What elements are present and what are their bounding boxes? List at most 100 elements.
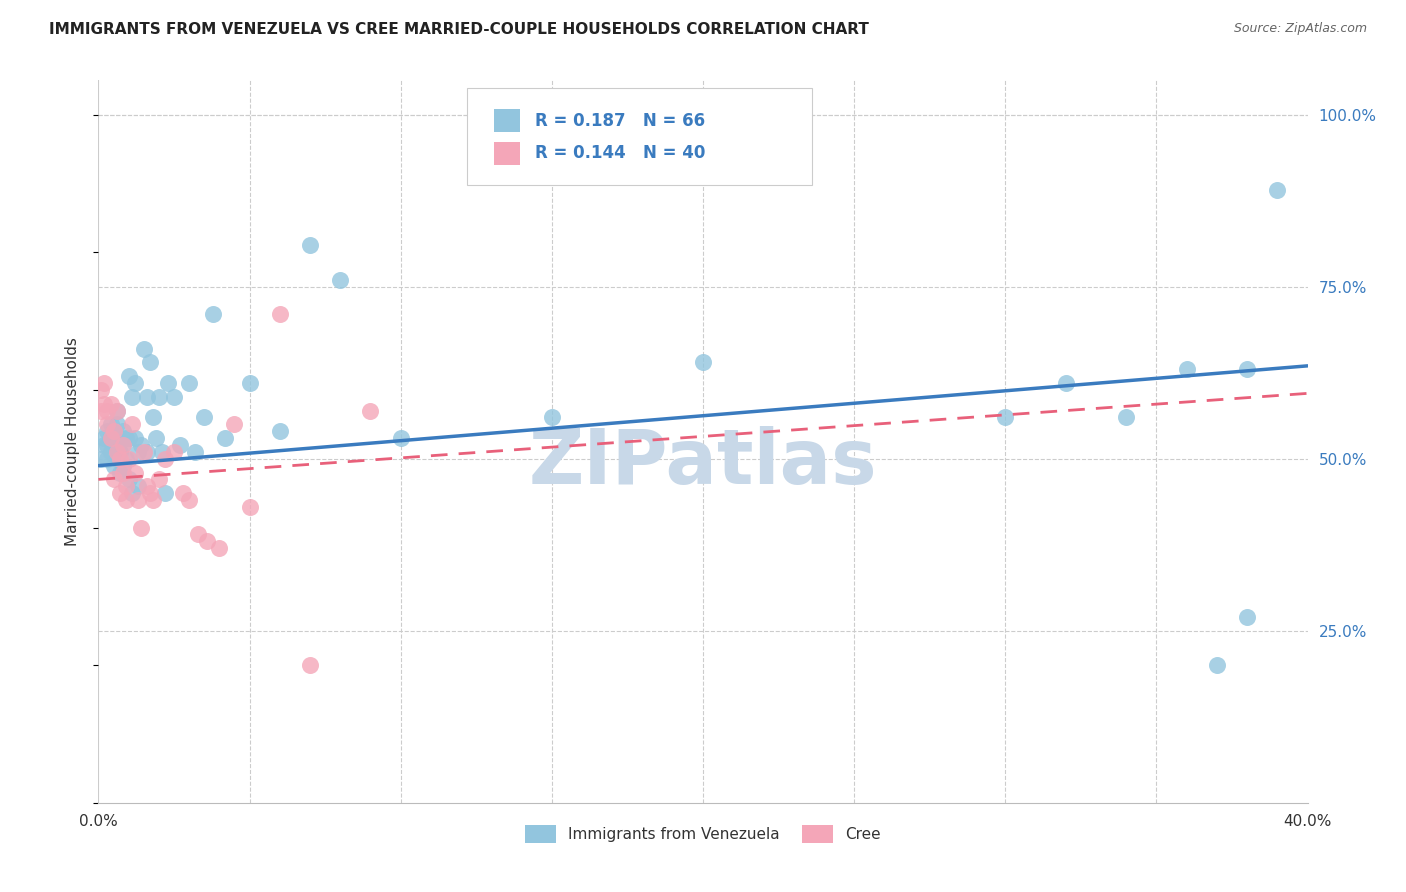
Point xyxy=(389,431,412,445)
Point xyxy=(148,390,170,404)
Point xyxy=(121,390,143,404)
Point xyxy=(163,390,186,404)
Point xyxy=(103,438,125,452)
Point xyxy=(103,472,125,486)
Bar xyxy=(494,109,520,132)
Point xyxy=(100,397,122,411)
Point xyxy=(108,486,131,500)
Point xyxy=(118,369,141,384)
Point xyxy=(100,445,122,459)
Point xyxy=(111,424,134,438)
Point xyxy=(142,410,165,425)
Point xyxy=(184,445,207,459)
Point xyxy=(93,376,115,390)
Point xyxy=(360,403,382,417)
Point xyxy=(108,445,131,459)
Point xyxy=(239,500,262,514)
Point xyxy=(100,431,122,445)
Point xyxy=(269,307,291,321)
Point xyxy=(108,466,131,480)
Point xyxy=(239,376,262,390)
Point xyxy=(142,493,165,508)
Point xyxy=(93,438,115,452)
Point xyxy=(114,493,136,508)
Point xyxy=(1236,610,1258,624)
Point xyxy=(121,417,143,432)
Point xyxy=(299,658,322,673)
Point xyxy=(1236,362,1258,376)
Point xyxy=(111,438,134,452)
Point xyxy=(105,445,128,459)
Point xyxy=(153,451,176,466)
Point xyxy=(103,424,125,438)
Point xyxy=(224,417,246,432)
Point xyxy=(111,438,134,452)
Point xyxy=(1206,658,1229,673)
Point xyxy=(187,527,209,541)
Legend: Immigrants from Venezuela, Cree: Immigrants from Venezuela, Cree xyxy=(519,819,887,849)
Point xyxy=(114,479,136,493)
Point xyxy=(692,355,714,369)
Text: R = 0.187   N = 66: R = 0.187 N = 66 xyxy=(534,112,704,129)
Point xyxy=(329,273,352,287)
Point xyxy=(96,417,118,432)
Point xyxy=(1054,376,1077,390)
Point xyxy=(193,410,215,425)
Point xyxy=(1175,362,1198,376)
Y-axis label: Married-couple Households: Married-couple Households xyxy=(65,337,80,546)
Point xyxy=(195,534,218,549)
Point xyxy=(135,390,157,404)
Point xyxy=(118,472,141,486)
Point xyxy=(90,383,112,397)
Point xyxy=(100,431,122,445)
Point xyxy=(124,466,146,480)
Text: R = 0.144   N = 40: R = 0.144 N = 40 xyxy=(534,145,706,162)
FancyBboxPatch shape xyxy=(467,87,811,185)
Point xyxy=(269,424,291,438)
Point xyxy=(208,541,231,556)
Point xyxy=(93,397,115,411)
Point xyxy=(135,445,157,459)
Point xyxy=(96,403,118,417)
Point xyxy=(105,438,128,452)
Point xyxy=(105,451,128,466)
Point xyxy=(127,493,149,508)
Point xyxy=(1115,410,1137,425)
Point xyxy=(114,451,136,466)
Point xyxy=(90,451,112,466)
Point xyxy=(127,445,149,459)
Point xyxy=(90,403,112,417)
Point xyxy=(150,445,173,459)
Point xyxy=(132,445,155,459)
Point xyxy=(299,238,322,252)
Point xyxy=(179,493,201,508)
Text: IMMIGRANTS FROM VENEZUELA VS CREE MARRIED-COUPLE HOUSEHOLDS CORRELATION CHART: IMMIGRANTS FROM VENEZUELA VS CREE MARRIE… xyxy=(49,22,869,37)
Point xyxy=(124,376,146,390)
Point xyxy=(96,451,118,466)
Point xyxy=(1267,183,1289,197)
Point xyxy=(202,307,225,321)
Bar xyxy=(494,142,520,165)
Point xyxy=(153,486,176,500)
Point xyxy=(132,342,155,356)
Point xyxy=(103,424,125,438)
Point xyxy=(105,417,128,432)
Point xyxy=(93,431,115,445)
Point xyxy=(114,431,136,445)
Point xyxy=(127,479,149,493)
Point xyxy=(96,424,118,438)
Point xyxy=(100,417,122,432)
Point xyxy=(121,486,143,500)
Point xyxy=(139,486,162,500)
Point xyxy=(105,403,128,417)
Point xyxy=(96,438,118,452)
Point xyxy=(118,431,141,445)
Point xyxy=(108,451,131,466)
Point xyxy=(163,445,186,459)
Point xyxy=(169,438,191,452)
Point xyxy=(118,451,141,466)
Point xyxy=(139,355,162,369)
Point xyxy=(135,479,157,493)
Point xyxy=(111,458,134,473)
Point xyxy=(994,410,1017,425)
